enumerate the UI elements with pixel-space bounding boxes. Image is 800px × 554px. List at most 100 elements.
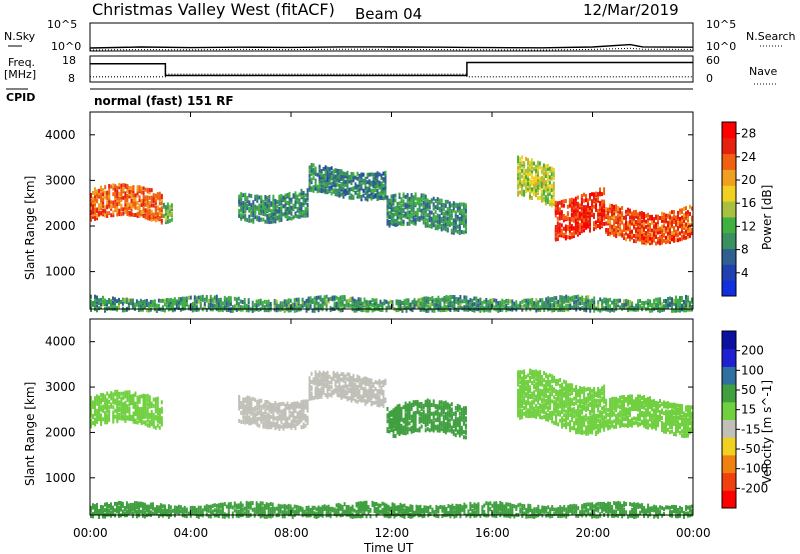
heatmap-cell: [405, 298, 408, 303]
heatmap-cell: [138, 394, 141, 399]
heatmap-cell: [647, 223, 649, 228]
heatmap-cell: [421, 301, 424, 306]
heatmap-cell: [525, 301, 528, 306]
heatmap-cell: [305, 298, 308, 303]
heatmap-cell: [134, 408, 137, 413]
heatmap-cell: [521, 299, 524, 304]
heatmap-cell: [535, 181, 537, 186]
heatmap-cell: [260, 217, 263, 222]
heatmap-cell: [308, 376, 311, 381]
heatmap-cell: [310, 380, 313, 384]
heatmap-cell: [386, 199, 389, 204]
heatmap-cell: [344, 381, 347, 385]
heatmap-cell: [227, 296, 230, 300]
heatmap-cell: [118, 185, 121, 190]
heatmap-cell: [250, 206, 253, 211]
heatmap-cell: [325, 299, 328, 304]
heatmap-cell: [177, 299, 180, 304]
heatmap-cell: [366, 379, 369, 384]
heatmap-cell: [412, 217, 415, 222]
heatmap-cell: [418, 197, 421, 202]
heatmap-cell: [388, 429, 391, 434]
heatmap-cell: [521, 182, 524, 187]
heatmap-cell: [138, 418, 141, 423]
heatmap-cell: [392, 428, 395, 433]
heatmap-cell: [566, 217, 569, 221]
heatmap-cell: [544, 188, 547, 193]
heatmap-cell: [360, 175, 363, 179]
heatmap-cell: [446, 428, 449, 433]
heatmap-cell: [118, 208, 121, 213]
heatmap-cell: [621, 303, 624, 308]
heatmap-cell: [130, 194, 133, 199]
heatmap-cell: [434, 424, 437, 429]
heatmap-cell: [414, 210, 417, 215]
heatmap-cell: [316, 379, 319, 383]
heatmap-cell: [112, 296, 114, 301]
heatmap-cell: [296, 194, 299, 199]
heatmap-cell: [585, 217, 587, 222]
heatmap-cell: [605, 221, 608, 226]
heatmap-cell: [665, 303, 667, 308]
heatmap-cell: [308, 384, 311, 388]
heatmap-cell: [227, 300, 230, 305]
heatmap-cell: [248, 421, 251, 426]
heatmap-cell: [342, 384, 345, 389]
heatmap-cell: [691, 299, 693, 304]
heatmap-cell: [410, 402, 413, 407]
heatmap-cell: [436, 224, 439, 229]
heatmap-cell: [264, 400, 267, 404]
heatmap-cell: [373, 298, 376, 303]
heatmap-cell: [633, 212, 635, 217]
heatmap-cell: [511, 305, 514, 310]
heatmap-cell: [92, 203, 94, 208]
heatmap-cell: [130, 192, 133, 196]
heatmap-cell: [671, 297, 673, 302]
heatmap-cell: [406, 210, 409, 215]
heatmap-cell: [467, 299, 470, 304]
heatmap-cell: [130, 394, 133, 399]
heatmap-cell: [418, 202, 421, 207]
heatmap-cell: [397, 299, 400, 304]
heatmap-cell: [558, 231, 561, 236]
heatmap-cell: [118, 196, 121, 201]
heatmap-cell: [402, 219, 405, 224]
heatmap-cell: [385, 299, 388, 304]
heatmap-cell: [416, 405, 419, 410]
heatmap-cell: [254, 398, 257, 403]
heatmap-cell: [219, 301, 222, 306]
heatmap-cell: [392, 422, 395, 427]
heatmap-cell: [250, 397, 253, 402]
heatmap-cell: [545, 305, 548, 310]
heatmap-cell: [126, 407, 129, 412]
heatmap-cell: [223, 304, 226, 309]
heatmap-cell: [643, 301, 646, 306]
heatmap-cell: [280, 415, 283, 420]
heatmap-cell: [679, 237, 681, 242]
heatmap-cell: [599, 204, 601, 209]
heatmap-cell: [621, 233, 624, 238]
heatmap-cell: [332, 370, 335, 375]
heatmap-cell: [359, 305, 362, 310]
heatmap-cell: [346, 384, 349, 389]
heatmap-cell: [328, 185, 331, 190]
heatmap-cell: [246, 203, 249, 208]
heatmap-cell: [517, 159, 520, 164]
heatmap-cell: [280, 206, 283, 211]
heatmap-cell: [473, 296, 476, 301]
y-tick-label: 2000: [45, 219, 76, 233]
heatmap-cell: [266, 415, 269, 419]
heatmap-cell: [554, 200, 557, 205]
heatmap-cell: [142, 397, 145, 402]
heatmap-cell: [138, 208, 141, 213]
heatmap-cell: [354, 378, 357, 383]
colorbar-segment: [722, 137, 736, 155]
heatmap-cell: [629, 229, 631, 234]
heatmap-cell: [540, 195, 543, 200]
heatmap-cell: [619, 305, 622, 310]
heatmap-cell: [390, 212, 393, 217]
heatmap-cell: [300, 400, 303, 405]
heatmap-cell: [92, 206, 94, 211]
heatmap-cell: [154, 415, 157, 419]
heatmap-cell: [675, 238, 677, 243]
